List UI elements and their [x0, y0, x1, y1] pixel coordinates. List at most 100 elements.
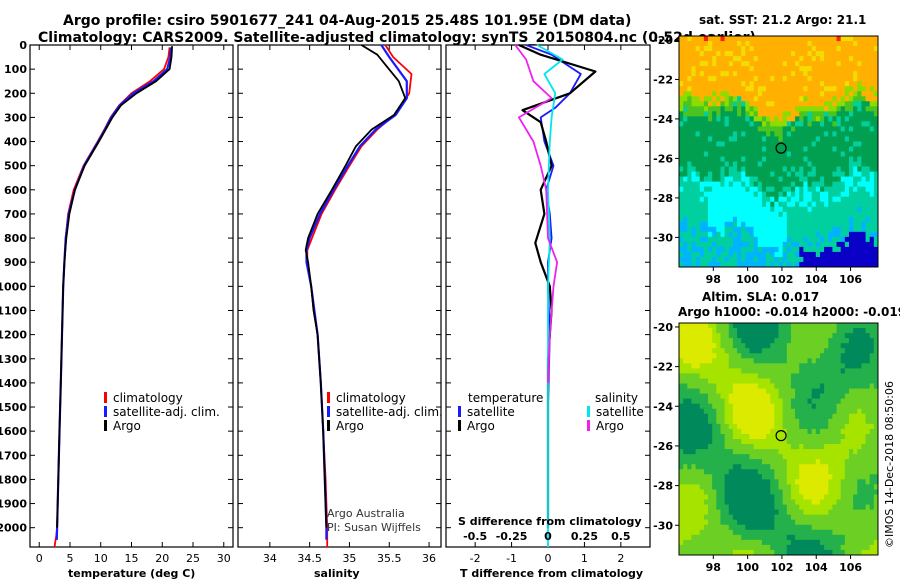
- map-cell: [728, 413, 734, 420]
- map-cell: [832, 549, 837, 556]
- map-cell: [724, 368, 730, 374]
- map-cell: [795, 439, 800, 445]
- map-cell: [811, 484, 817, 490]
- map-cell: [786, 549, 792, 556]
- map-cell: [728, 459, 734, 465]
- map-cell: [679, 186, 684, 193]
- map-cell: [732, 333, 738, 339]
- map-cell: [848, 323, 854, 329]
- map-cell: [848, 363, 854, 369]
- map-cell: [865, 211, 871, 218]
- map-cell: [778, 116, 784, 122]
- map-cell: [699, 91, 705, 97]
- series-line-salinity-argo: [514, 44, 558, 383]
- map-cell: [703, 61, 709, 67]
- x-tick-label: 5: [66, 552, 73, 565]
- map-cell: [873, 489, 879, 495]
- map-cell: [716, 373, 721, 379]
- map-cell: [819, 514, 825, 521]
- map-cell: [790, 353, 796, 359]
- map-cell: [749, 544, 755, 551]
- map-cell: [683, 136, 688, 142]
- map-cell: [749, 433, 755, 440]
- map-cell: [766, 489, 771, 495]
- map-cell: [873, 534, 879, 541]
- map-cell: [844, 368, 850, 374]
- map-cell: [761, 504, 767, 511]
- map-cell: [683, 413, 688, 420]
- map-cell: [786, 358, 792, 364]
- map-cell: [699, 439, 705, 445]
- map-cell: [720, 226, 726, 233]
- map-cell: [749, 428, 755, 435]
- map-cell: [753, 323, 759, 329]
- map-cell: [753, 156, 759, 162]
- map-cell: [811, 41, 817, 47]
- map-cell: [712, 61, 717, 67]
- map-cell: [728, 76, 734, 82]
- map-cell: [761, 261, 767, 268]
- map-cell: [691, 484, 696, 490]
- map-cell: [757, 241, 763, 248]
- map-cell: [687, 368, 692, 374]
- map-cell: [679, 499, 684, 505]
- map-cell: [716, 81, 721, 87]
- map-cell: [840, 51, 846, 57]
- map-cell: [712, 378, 717, 384]
- legend-label-s-argo: Argo: [596, 419, 624, 433]
- map-cell: [720, 246, 726, 253]
- map-cell: [857, 246, 862, 253]
- map-cell: [741, 363, 746, 369]
- map-cell: [782, 338, 788, 344]
- map-cell: [732, 91, 738, 97]
- map-cell: [737, 388, 742, 395]
- map-cell: [766, 459, 771, 465]
- map-cell: [691, 256, 696, 263]
- map-cell: [828, 261, 833, 268]
- map-cell: [770, 116, 775, 122]
- map-cell: [691, 449, 696, 455]
- map-cell: [824, 76, 829, 82]
- map-cell: [853, 433, 858, 440]
- map-cell: [716, 51, 721, 57]
- map-cell: [782, 86, 788, 92]
- map-cell: [828, 231, 833, 238]
- map-cell: [724, 353, 730, 359]
- map-cell: [695, 161, 701, 167]
- map-cell: [737, 524, 742, 531]
- map-cell: [761, 509, 767, 516]
- map-cell: [761, 236, 767, 243]
- map-cell: [679, 236, 684, 243]
- map-cell: [795, 51, 800, 57]
- map-cell: [703, 449, 709, 455]
- map-y-tick-label: -22: [653, 361, 673, 374]
- map-cell: [873, 56, 879, 62]
- map-cell: [828, 459, 833, 465]
- map-cell: [844, 221, 850, 228]
- map-cell: [745, 358, 750, 364]
- map-cell: [857, 156, 862, 162]
- map-cell: [741, 136, 746, 142]
- map-cell: [857, 71, 862, 77]
- map-cell: [712, 71, 717, 77]
- map-cell: [840, 348, 846, 354]
- map-cell: [803, 428, 808, 435]
- map-cell: [761, 494, 767, 500]
- map-cell: [774, 333, 779, 339]
- map-cell: [782, 403, 788, 410]
- map-cell: [774, 459, 779, 465]
- map-cell: [865, 509, 871, 516]
- map-cell: [766, 328, 771, 334]
- map-cell: [861, 353, 866, 359]
- map-cell: [724, 509, 730, 516]
- map-cell: [703, 529, 709, 536]
- map-cell: [741, 121, 746, 127]
- map-cell: [699, 256, 705, 263]
- map-cell: [790, 71, 796, 77]
- map-cell: [869, 509, 875, 516]
- map-cell: [728, 479, 734, 485]
- map-cell: [782, 328, 788, 334]
- map-cell: [699, 494, 705, 500]
- map-cell: [811, 529, 817, 536]
- map-cell: [737, 383, 742, 389]
